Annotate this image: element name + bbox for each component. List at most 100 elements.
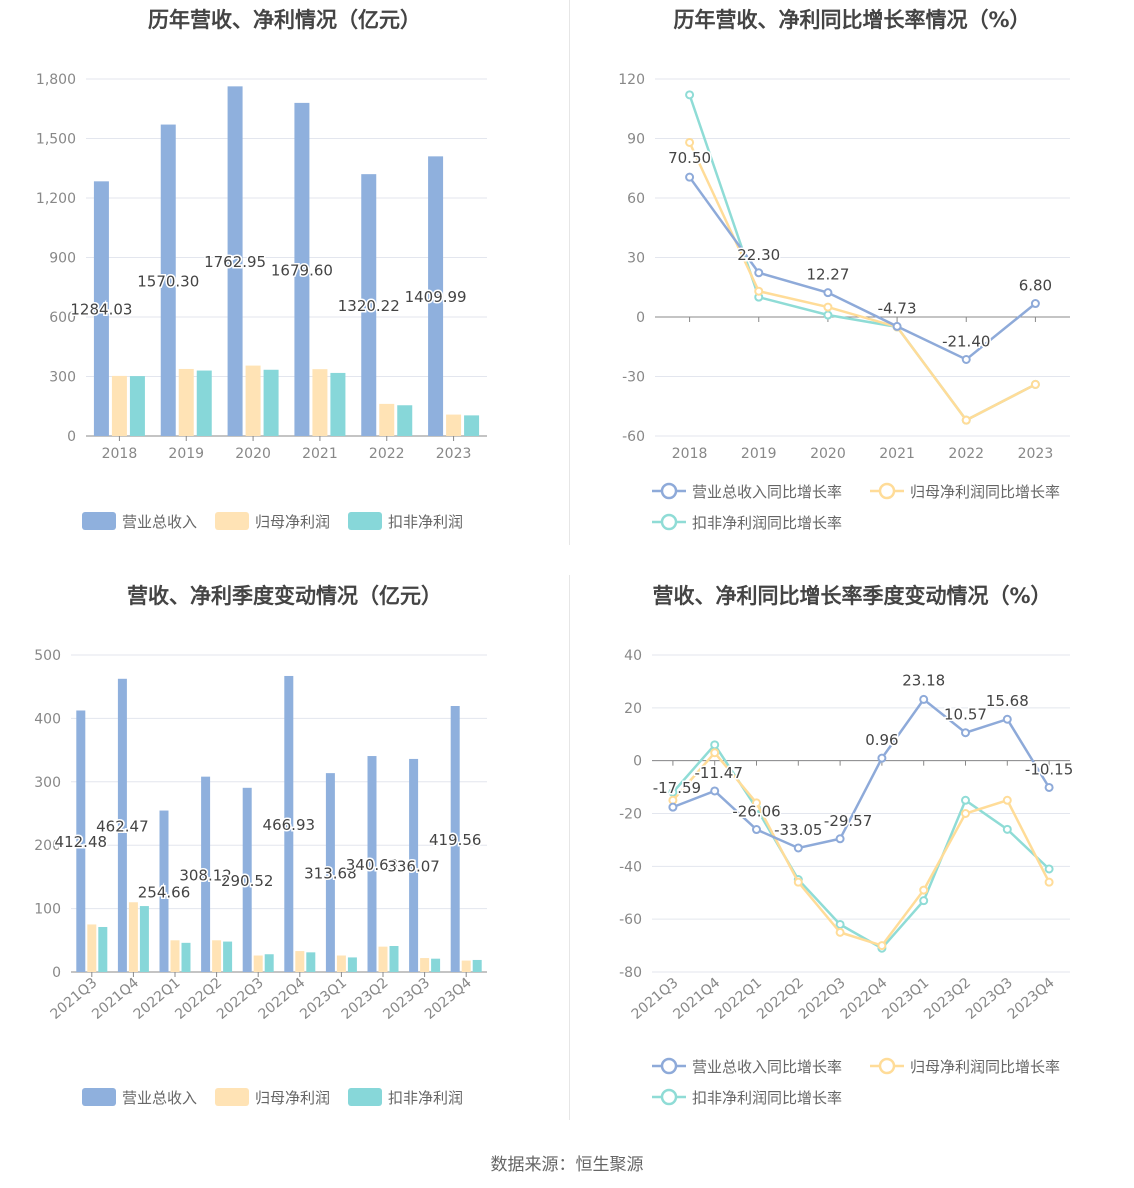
data-point (1002, 714, 1012, 724)
quarterly-growth-chart-title: 营收、净利同比增长率季度变动情况（%） (652, 584, 1052, 608)
bar (196, 370, 212, 436)
data-point (710, 786, 720, 796)
annual-growth-chart-panel: 历年营收、净利同比增长率情况（%） -60 -30 0 30 60 90 120 2018 20… (570, 0, 1134, 545)
data-label: 22.30 (737, 246, 780, 264)
data-point (685, 137, 695, 147)
bar (128, 902, 138, 972)
legend-swatch (215, 512, 249, 530)
legend-marker (660, 1057, 678, 1075)
bar (263, 369, 279, 436)
data-point (710, 748, 720, 758)
bar (367, 756, 377, 972)
bar (139, 906, 149, 972)
data-point (961, 415, 971, 425)
legend-swatch (82, 1088, 116, 1106)
data-label: 70.50 (668, 149, 711, 167)
y-tick-label: 0 (67, 429, 76, 445)
bar (389, 946, 399, 972)
data-point (754, 286, 764, 296)
x-tick-label: 2018 (672, 446, 708, 462)
legend-swatch (348, 512, 382, 530)
quarterly-growth-chart-panel: 营收、净利同比增长率季度变动情况（%） -80 -60 -40 -20 0 20 40 202… (570, 572, 1134, 1120)
data-point (823, 288, 833, 298)
y-tick-label: 1,800 (36, 72, 76, 88)
legend-label: 归母净利润同比增长率 (910, 1058, 1060, 1076)
y-tick-label: -40 (619, 859, 642, 875)
bar (361, 174, 377, 436)
legend-label: 扣非净利润同比增长率 (692, 1089, 842, 1107)
legend-label: 归母净利润同比增长率 (910, 483, 1060, 501)
data-point (793, 877, 803, 887)
bar (170, 940, 180, 972)
x-tick-label: 2021 (879, 446, 915, 462)
bar (242, 787, 252, 972)
legend-label: 归母净利润 (255, 513, 330, 531)
legend-label: 扣非净利润 (388, 1089, 463, 1107)
bar (379, 403, 395, 436)
data-point (835, 834, 845, 844)
bar (129, 376, 145, 436)
data-point (685, 90, 695, 100)
series-line (671, 750, 1051, 948)
data-point (685, 172, 695, 182)
legend-marker (878, 1057, 896, 1075)
data-point (961, 728, 970, 738)
bar (347, 957, 357, 972)
bar (93, 181, 109, 436)
y-tick-label: 0 (636, 310, 645, 326)
legend-swatch (348, 1088, 382, 1106)
y-tick-label: 200 (34, 838, 61, 854)
x-tick-label: 2022 (948, 446, 984, 462)
bar (461, 960, 471, 972)
bar (378, 946, 388, 972)
data-point (961, 354, 971, 364)
annual-growth-chart: -60 -30 0 30 60 90 120 2018 2019 2020 2021 2022 2023… (618, 72, 1070, 532)
bar (325, 773, 335, 972)
bar (295, 951, 305, 972)
data-point (877, 753, 887, 763)
bar (312, 369, 328, 436)
data-label: 1284.03 (70, 301, 132, 319)
annual-growth-chart-title: 历年营收、净利同比增长率情况（%） (673, 8, 1031, 32)
data-label: 6.80 (1019, 277, 1052, 295)
bar (472, 959, 482, 972)
annual-chart: 0 300 600 900 1,200 1,500 1,800 2018 2019 2020 202… (36, 72, 487, 531)
series-line (688, 176, 1037, 361)
data-point (752, 825, 761, 835)
legend-swatch (215, 1088, 249, 1106)
bar (284, 675, 294, 972)
legend-label: 归母净利润 (255, 1089, 330, 1107)
x-tick-label: 2020 (810, 446, 846, 462)
legend-label: 营业总收入 (122, 1089, 197, 1107)
x-tick-label: 2019 (168, 446, 204, 462)
bar (409, 758, 419, 972)
x-tick-label: 2021 (302, 446, 338, 462)
data-label: 412.48 (55, 833, 108, 851)
data-point (752, 798, 761, 808)
y-tick-label: 40 (624, 648, 642, 664)
y-tick-label: 900 (49, 251, 76, 267)
quarterly-chart-panel: 营收、净利季度变动情况（亿元） 0 100 200 300 400 500 2021Q3 20… (0, 572, 569, 1120)
data-label: 15.68 (986, 692, 1029, 710)
y-tick-label: -80 (619, 965, 642, 981)
bar (330, 372, 346, 436)
data-label: 1762.95 (204, 253, 266, 271)
data-label: 462.47 (96, 817, 149, 835)
annual-chart-title: 历年营收、净利情况（亿元） (148, 8, 421, 32)
legend-marker (660, 482, 678, 500)
data-label: -26.06 (732, 803, 780, 821)
x-tick-label: 2023 (1018, 446, 1054, 462)
annual-chart-panel: 历年营收、净利情况（亿元） 0 300 600 900 1,200 1,500 1,800 2… (0, 0, 569, 545)
x-tick-label: 2018 (102, 446, 138, 462)
data-point (1044, 782, 1054, 792)
bar (336, 955, 346, 972)
y-tick-label: 20 (624, 701, 642, 717)
data-label: -17.59 (653, 779, 701, 797)
y-tick-label: 60 (627, 191, 645, 207)
bar (98, 926, 108, 972)
data-label: -29.57 (824, 812, 872, 830)
data-label: 1409.99 (405, 288, 467, 306)
bar (111, 375, 127, 436)
y-tick-label: 300 (49, 370, 76, 386)
bar (76, 710, 86, 972)
